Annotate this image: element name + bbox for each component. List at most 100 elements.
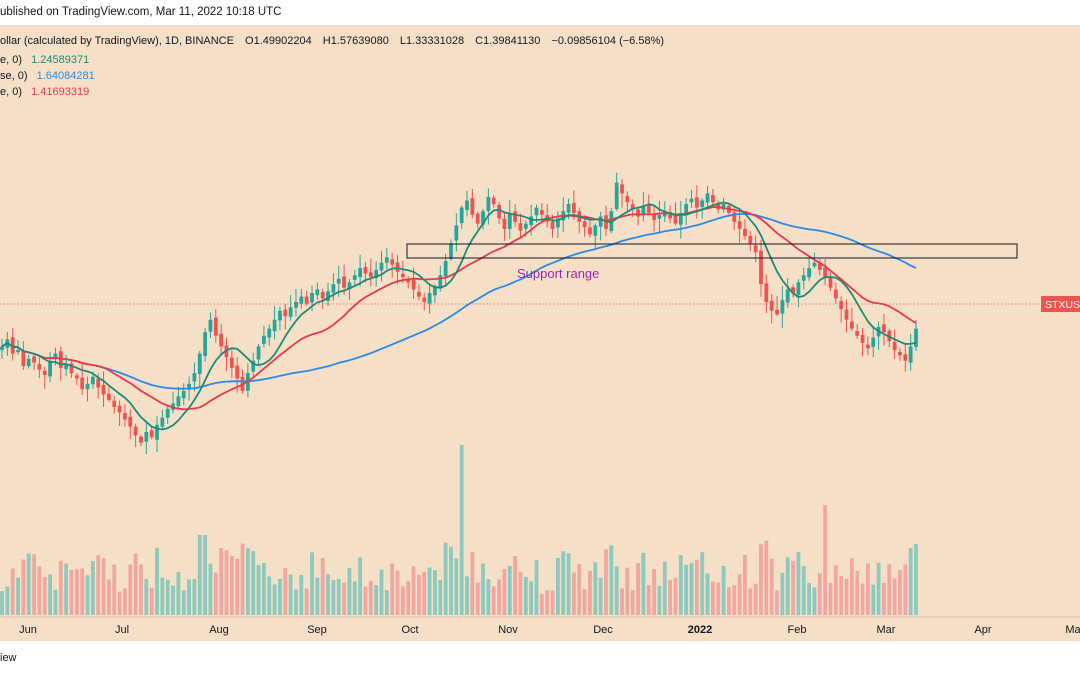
- candle-body: [438, 275, 443, 289]
- candle-body: [53, 353, 58, 360]
- candle-body: [417, 291, 421, 297]
- volume-bar: [662, 561, 667, 615]
- candle-body: [753, 245, 758, 253]
- volume-bar: [791, 560, 795, 615]
- candle-body: [748, 235, 753, 244]
- volume-bar: [443, 542, 448, 615]
- volume-bar: [42, 577, 47, 615]
- candle-body: [208, 319, 213, 332]
- candle-body: [812, 262, 817, 267]
- candle-body: [775, 309, 779, 315]
- volume-bar: [358, 557, 363, 615]
- volume-bar: [96, 554, 101, 615]
- volume-bar: [748, 588, 753, 615]
- candle-body: [384, 257, 389, 263]
- candle-body: [310, 293, 314, 303]
- volume-bar: [427, 567, 432, 615]
- volume-bar: [411, 566, 416, 615]
- ma-green-label: e, 0): [0, 54, 23, 66]
- candle-body: [849, 321, 854, 329]
- volume-bar: [395, 570, 400, 615]
- candle-body: [101, 384, 106, 395]
- volume-bar: [657, 586, 662, 615]
- volume-bar: [262, 562, 266, 615]
- candle-body: [502, 218, 507, 229]
- candle-body: [507, 212, 512, 229]
- volume-bar: [582, 589, 587, 615]
- volume-bar: [165, 579, 170, 615]
- volume-bar: [769, 558, 774, 615]
- candle-body: [475, 213, 480, 224]
- volume-bar: [21, 559, 26, 615]
- candle-body: [518, 223, 523, 231]
- candle-body: [352, 275, 357, 280]
- symbol-label: ollar (calculated by TradingView), 1D, B…: [0, 35, 234, 47]
- volume-bar: [64, 563, 69, 615]
- volume-bar: [0, 590, 4, 615]
- volume-bar: [764, 540, 769, 615]
- candle-body: [256, 346, 261, 360]
- candle-body: [673, 216, 678, 224]
- candle-body: [144, 431, 149, 442]
- volume-bar: [449, 546, 453, 615]
- x-tick-label: Jun: [19, 624, 37, 636]
- volume-bar: [668, 579, 673, 615]
- volume-bar: [470, 552, 475, 615]
- volume-bar: [320, 558, 325, 615]
- candle-body: [16, 350, 20, 353]
- candle-body: [117, 405, 122, 413]
- volume-bar: [497, 579, 501, 615]
- volume-bar: [417, 574, 421, 615]
- volume-bar: [192, 578, 197, 615]
- candle-body: [294, 301, 298, 308]
- candle-body: [400, 273, 405, 278]
- volume-bar: [433, 570, 437, 615]
- volume-bar: [240, 543, 245, 615]
- volume-bar: [454, 558, 459, 615]
- volume-bar: [855, 570, 860, 615]
- volume-bar: [882, 582, 886, 615]
- volume-bar: [812, 587, 817, 615]
- volume-bar: [374, 585, 379, 615]
- volume-bar: [614, 566, 619, 615]
- volume-bar: [379, 569, 384, 615]
- volume-bar: [785, 557, 790, 615]
- volume-bar: [5, 586, 10, 615]
- volume-bar: [743, 554, 747, 615]
- candle-body: [112, 400, 117, 407]
- ma-blue-value: 1.64084281: [36, 70, 95, 82]
- volume-bar: [775, 590, 779, 615]
- moving-averages: [1, 201, 917, 431]
- candlesticks: [0, 172, 918, 455]
- volume-bar: [588, 570, 592, 615]
- candle-body: [625, 195, 630, 203]
- candle-body: [155, 424, 159, 440]
- volume-bar: [481, 563, 485, 615]
- volume-bar: [577, 564, 582, 615]
- volume-bar: [903, 564, 908, 615]
- x-tick-label: Apr: [974, 624, 991, 636]
- volume-bar: [507, 566, 512, 615]
- volume-bar: [737, 574, 742, 615]
- price-chart[interactable]: Support range STXUSD Jun Jul Aug Sep Oct Nov D…: [0, 25, 1080, 641]
- volume-bar: [892, 578, 897, 615]
- candle-body: [251, 360, 256, 372]
- volume-bar: [53, 589, 58, 615]
- volume-bar: [331, 580, 336, 615]
- volume-bar: [229, 555, 234, 615]
- volume-bar: [555, 558, 560, 615]
- change-value: −0.09856104 (−6.58%): [551, 35, 665, 47]
- volume-bar: [406, 581, 411, 615]
- volume-bar: [710, 581, 715, 615]
- chart-area[interactable]: Support range STXUSD Jun Jul Aug Sep Oct Nov D…: [0, 25, 1080, 641]
- candle-body: [74, 375, 79, 379]
- brand-footer: iew: [0, 652, 17, 664]
- candle-body: [133, 426, 138, 436]
- volume-bar: [16, 577, 20, 615]
- candle-body: [411, 279, 416, 290]
- volume-bar: [780, 572, 785, 615]
- support-range-label: Support range: [517, 266, 599, 281]
- volume-bar: [678, 555, 683, 615]
- volume-bar: [598, 577, 603, 615]
- candle-body: [235, 365, 240, 379]
